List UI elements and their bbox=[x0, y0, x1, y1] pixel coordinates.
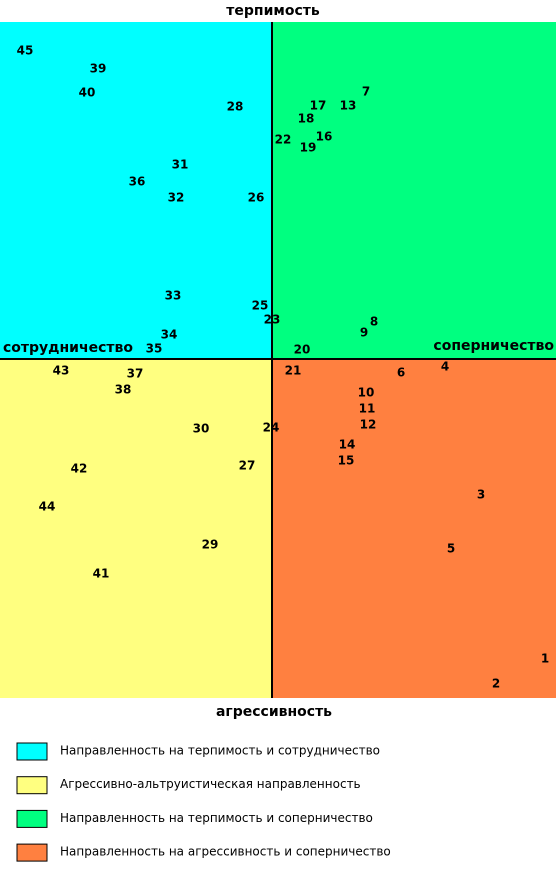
point-label: 2 bbox=[492, 677, 500, 691]
legend-swatch bbox=[16, 776, 48, 795]
point-label: 19 bbox=[300, 141, 317, 155]
point-label: 34 bbox=[161, 328, 178, 342]
point-label: 40 bbox=[79, 86, 96, 100]
legend-swatch bbox=[16, 843, 48, 862]
quadrant bbox=[0, 359, 272, 698]
right-label: соперничество bbox=[433, 338, 554, 354]
point-label: 38 bbox=[115, 383, 132, 397]
legend-label: Агрессивно-альтруистическая направленнос… bbox=[60, 777, 361, 791]
point-label: 39 bbox=[90, 62, 107, 76]
point-label: 13 bbox=[340, 99, 357, 113]
quadrant bbox=[0, 22, 272, 359]
point-label: 31 bbox=[172, 158, 189, 172]
point-label: 43 bbox=[53, 364, 70, 378]
point-label: 8 bbox=[370, 315, 378, 329]
point-label: 14 bbox=[339, 438, 356, 452]
point-label: 33 bbox=[165, 289, 182, 303]
quadrant bbox=[272, 22, 556, 359]
point-label: 17 bbox=[310, 99, 327, 113]
top-label: терпимость bbox=[226, 3, 320, 19]
point-label: 37 bbox=[127, 367, 144, 381]
point-label: 23 bbox=[264, 313, 281, 327]
bottom-label: агрессивность bbox=[216, 704, 332, 720]
point-label: 1 bbox=[541, 652, 549, 666]
point-label: 29 bbox=[202, 538, 219, 552]
point-label: 16 bbox=[316, 130, 333, 144]
legend-label: Направленность на терпимость и соперниче… bbox=[60, 811, 373, 825]
point-label: 32 bbox=[168, 191, 185, 205]
point-label: 4 bbox=[441, 360, 449, 374]
point-label: 3 bbox=[477, 488, 485, 502]
point-label: 12 bbox=[360, 418, 377, 432]
point-label: 28 bbox=[227, 100, 244, 114]
point-label: 45 bbox=[17, 44, 34, 58]
point-label: 5 bbox=[447, 542, 455, 556]
point-label: 18 bbox=[298, 112, 315, 126]
point-label: 11 bbox=[359, 402, 376, 416]
point-label: 36 bbox=[129, 175, 146, 189]
point-label: 10 bbox=[358, 386, 375, 400]
point-label: 26 bbox=[248, 191, 265, 205]
point-label: 6 bbox=[397, 366, 405, 380]
quadrant bbox=[272, 359, 556, 698]
point-label: 25 bbox=[252, 299, 269, 313]
legend-label: Направленность на терпимость и сотруднич… bbox=[60, 744, 380, 758]
point-label: 27 bbox=[239, 459, 256, 473]
point-label: 20 bbox=[294, 343, 311, 357]
point-label: 15 bbox=[338, 454, 355, 468]
point-label: 44 bbox=[39, 500, 56, 514]
point-label: 35 bbox=[146, 342, 163, 356]
point-label: 42 bbox=[71, 462, 88, 476]
point-label: 41 bbox=[93, 567, 110, 581]
legend-swatch bbox=[16, 809, 48, 828]
point-label: 7 bbox=[362, 85, 370, 99]
point-label: 22 bbox=[275, 133, 292, 147]
point-label: 30 bbox=[193, 422, 210, 436]
point-label: 9 bbox=[360, 326, 368, 340]
point-label: 21 bbox=[285, 364, 302, 378]
point-label: 24 bbox=[263, 421, 280, 435]
left-label: сотрудничество bbox=[3, 340, 133, 356]
legend-label: Направленность на агрессивность и соперн… bbox=[60, 845, 391, 859]
legend-swatch bbox=[16, 742, 48, 761]
